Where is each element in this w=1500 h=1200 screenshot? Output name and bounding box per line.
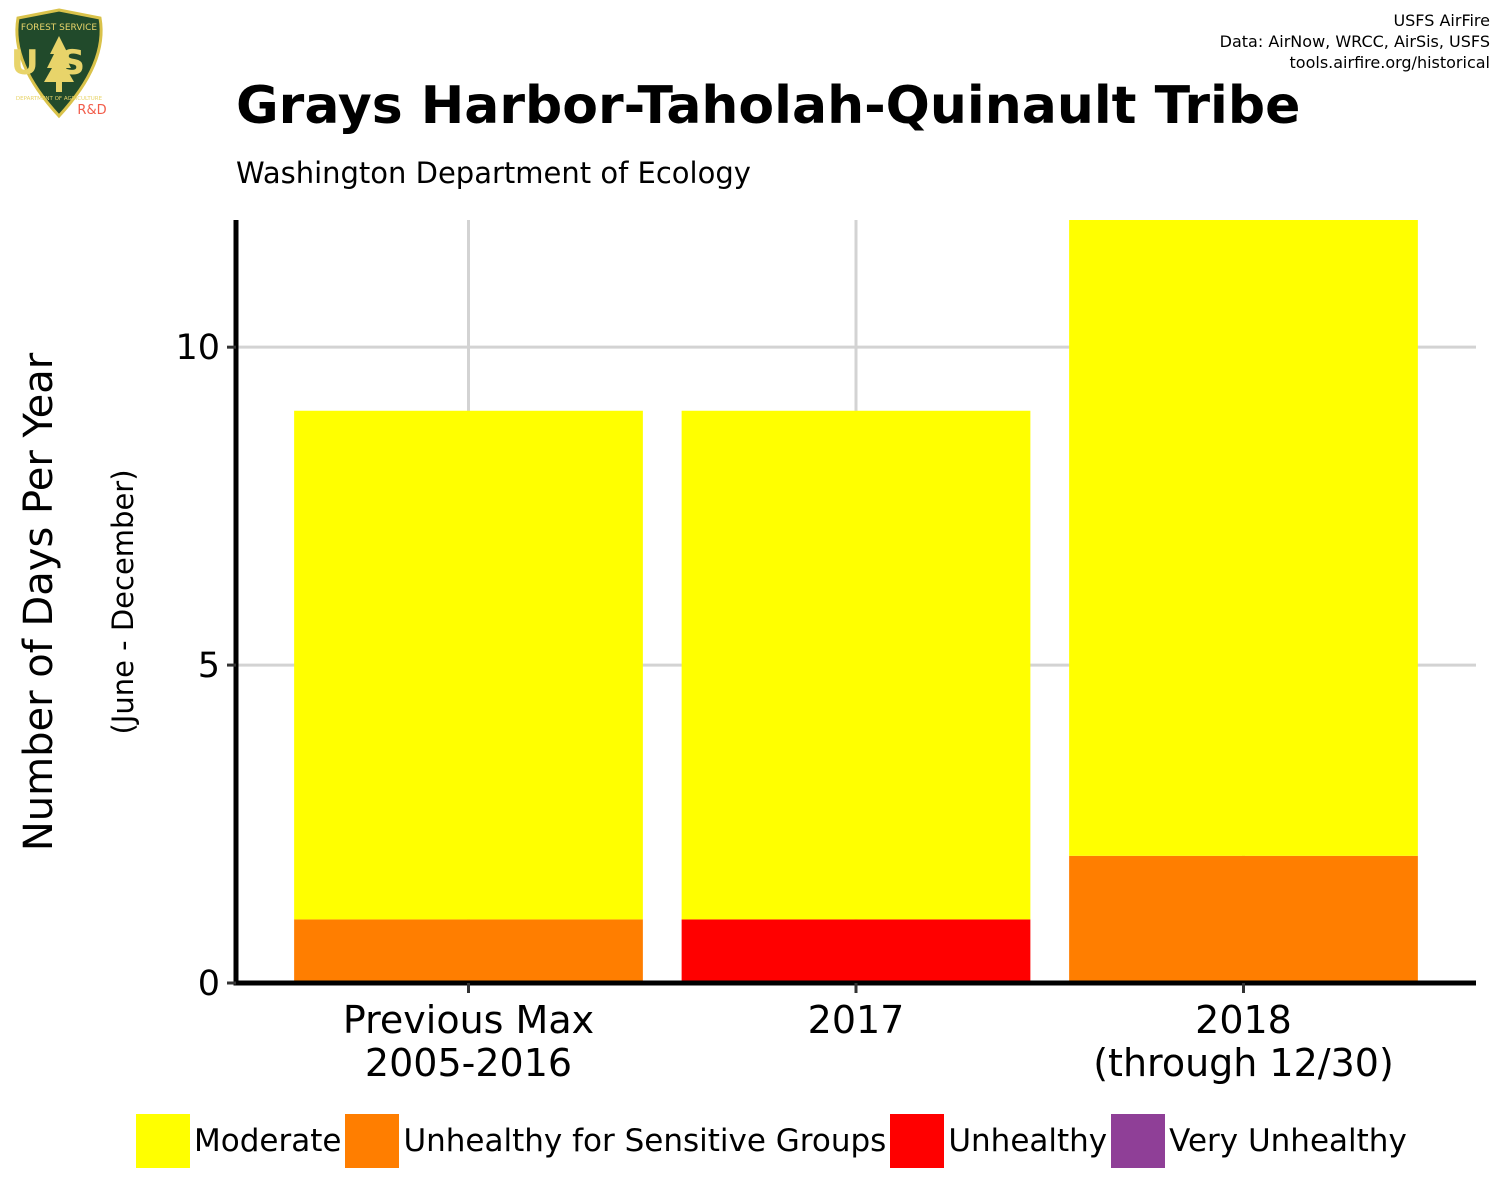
- legend-item: Unhealthy: [890, 1114, 1107, 1168]
- logo-badge: R&D: [77, 103, 106, 118]
- legend-label: Unhealthy: [948, 1123, 1108, 1159]
- credits: USFS AirFire Data: AirNow, WRCC, AirSis,…: [1220, 10, 1490, 73]
- legend-swatch: [136, 1114, 190, 1168]
- bar-segment: [294, 919, 643, 983]
- bar-segment: [1069, 855, 1418, 983]
- credit-line: tools.airfire.org/historical: [1289, 53, 1490, 72]
- tree-icon: [44, 36, 74, 92]
- x-tick-label: 2017: [808, 998, 905, 1042]
- y-tick-label: 10: [175, 328, 220, 368]
- x-tick-label: Previous Max 2005-2016: [343, 998, 594, 1085]
- legend-item: Very Unhealthy: [1111, 1114, 1407, 1168]
- legend: Moderate Unhealthy for Sensitive Groups Un…: [136, 1113, 1411, 1169]
- y-tick-label: 5: [198, 646, 220, 686]
- y-axis-title: Number of Days Per Year: [16, 352, 62, 851]
- legend-label: Moderate: [194, 1123, 342, 1159]
- credit-line: USFS AirFire: [1393, 11, 1490, 30]
- chart-title: Grays Harbor-Taholah-Quinault Tribe: [236, 76, 1301, 136]
- bar-segment: [681, 410, 1031, 920]
- credit-line: Data: AirNow, WRCC, AirSis, USFS: [1219, 32, 1490, 51]
- x-tick-label: 2018 (through 12/30): [1093, 998, 1394, 1085]
- y-axis-subtitle: (June - December): [106, 469, 140, 734]
- bar-segment: [294, 410, 643, 920]
- logo-bottom-text: DEPARTMENT OF AGRICULTURE: [16, 96, 103, 102]
- legend-swatch: [345, 1114, 400, 1168]
- legend-item: Moderate: [136, 1114, 341, 1168]
- legend-label: Unhealthy for Sensitive Groups: [403, 1123, 887, 1159]
- bar-segment: [1069, 220, 1418, 856]
- chart-subtitle: Washington Department of Ecology: [236, 156, 751, 190]
- legend-swatch: [1111, 1114, 1166, 1168]
- legend-swatch: [890, 1114, 945, 1168]
- legend-label: Very Unhealthy: [1169, 1123, 1407, 1159]
- y-tick-label: 0: [198, 964, 220, 1004]
- legend-item: Unhealthy for Sensitive Groups: [345, 1114, 886, 1168]
- bar-chart: 0 5 10 Previous Max 2005-2016 2017 2018 (throug…: [16, 220, 1476, 1085]
- bar-segment: [681, 919, 1031, 983]
- logo-top-text: FOREST SERVICE: [21, 23, 98, 33]
- forest-service-logo: FOREST SERVICE US DEPARTMENT OF AGRICULT…: [11, 8, 107, 119]
